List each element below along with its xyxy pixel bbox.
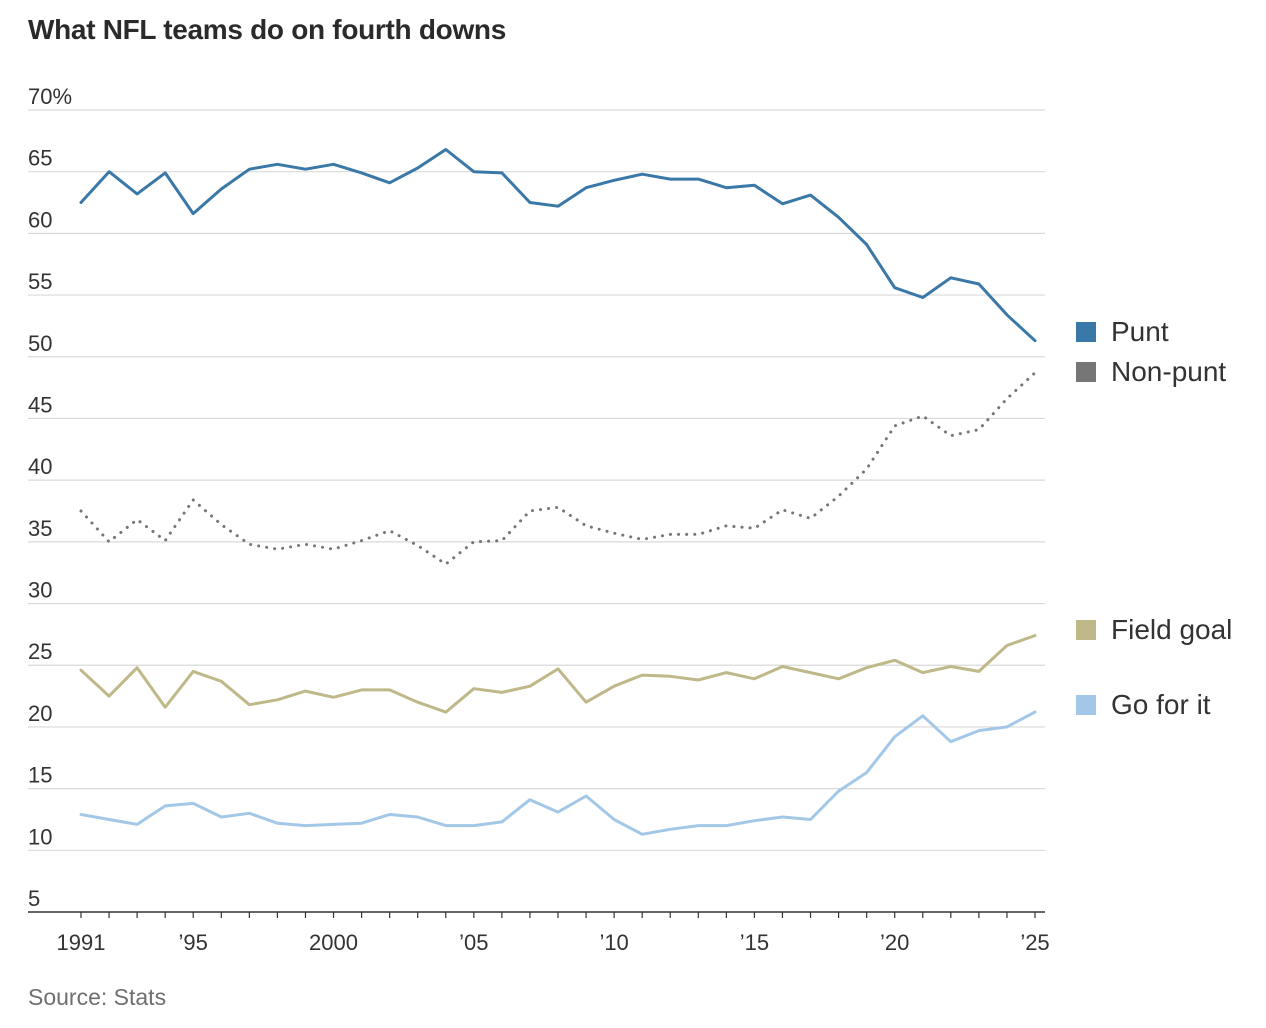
x-tick-label: 1991 [57, 930, 106, 955]
y-tick-label: 60 [28, 207, 52, 232]
series-line-nonpunt [79, 371, 1037, 566]
y-tick-label: 10 [28, 824, 52, 849]
series-line-goforit [79, 710, 1037, 836]
x-tick-label: ’15 [740, 930, 769, 955]
legend-item-nonpunt: Non-punt [1076, 356, 1226, 388]
y-tick-label: 5 [28, 886, 40, 911]
y-tick-label: 50 [28, 331, 52, 356]
x-tick-label: ’20 [880, 930, 909, 955]
legend-label: Field goal [1111, 614, 1233, 645]
x-tick-label: ’05 [459, 930, 488, 955]
series-line-fieldgoal [79, 634, 1037, 714]
y-tick-label: 65 [28, 146, 52, 171]
y-tick-label: 45 [28, 392, 52, 417]
y-tick-label: 70% [28, 84, 72, 109]
legend-item-punt: Punt [1076, 316, 1169, 348]
y-tick-label: 35 [28, 516, 52, 541]
series-line-punt [79, 148, 1037, 343]
legend-swatch [1076, 695, 1096, 715]
x-tick-label: ’95 [179, 930, 208, 955]
x-tick-label: 2000 [309, 930, 358, 955]
legend-item-fieldgoal: Field goal [1076, 614, 1232, 646]
gridlines [28, 109, 1045, 851]
legend-label: Non-punt [1111, 356, 1227, 387]
legend-swatch [1076, 362, 1096, 382]
y-tick-label: 20 [28, 701, 52, 726]
y-tick-label: 40 [28, 454, 52, 479]
series-lines [79, 148, 1037, 836]
legend-swatch [1076, 322, 1096, 342]
y-tick-label: 15 [28, 763, 52, 788]
x-axis: 1991 ’95 2000 ’05 ’10 ’15 ’20 ’25 [28, 911, 1050, 955]
chart-title: What NFL teams do on fourth downs [28, 14, 506, 45]
legend-swatch [1076, 620, 1096, 640]
x-tick-label: ’10 [599, 930, 628, 955]
y-tick-label: 55 [28, 269, 52, 294]
y-axis: 5 10 15 20 25 30 35 40 45 50 55 60 65 70% [28, 84, 72, 911]
legend-label: Go for it [1111, 689, 1211, 720]
legend-item-goforit: Go for it [1076, 689, 1211, 721]
legend-label: Punt [1111, 316, 1169, 347]
y-tick-label: 30 [28, 578, 52, 603]
x-tick-label: ’25 [1020, 930, 1049, 955]
source-note: Source: Stats [28, 984, 167, 1010]
y-tick-label: 25 [28, 639, 52, 664]
